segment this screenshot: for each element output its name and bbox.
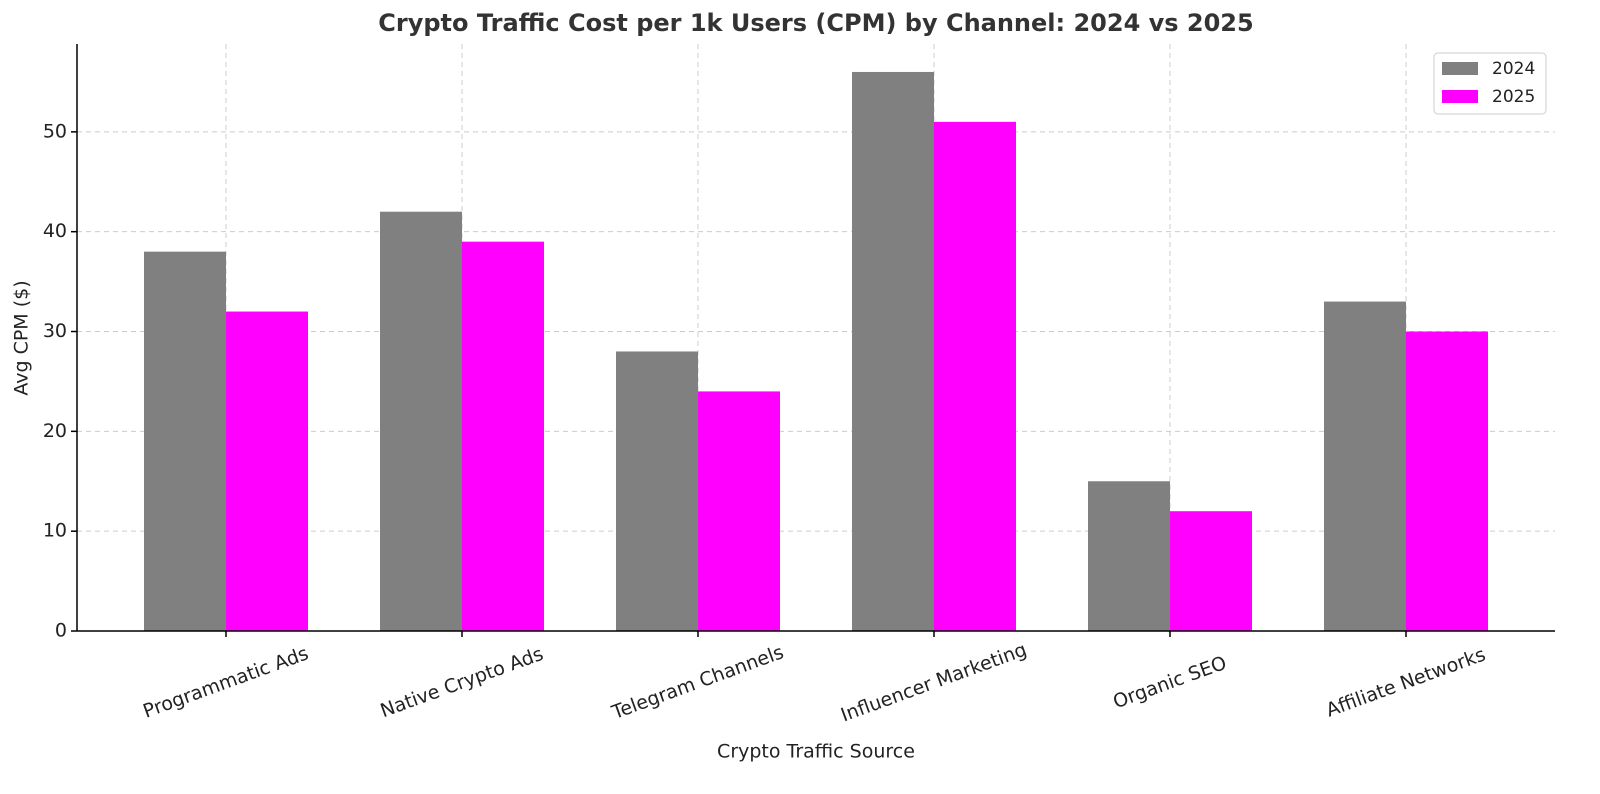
y-axis-label: Avg CPM ($): [11, 280, 33, 395]
y-tick-label: 20: [43, 420, 67, 442]
bar: [380, 211, 462, 631]
bar: [934, 121, 1016, 632]
bar: [1324, 301, 1406, 631]
y-tick-label: 0: [55, 620, 67, 642]
y-tick-label: 50: [43, 120, 67, 142]
legend-swatch: [1442, 62, 1478, 75]
bar: [1406, 331, 1488, 631]
legend-swatch: [1442, 90, 1478, 103]
x-tick-label: Organic SEO: [1110, 652, 1229, 713]
legend-label: 2024: [1492, 59, 1535, 79]
bar: [144, 251, 226, 632]
bar: [1088, 481, 1170, 631]
y-tick-label: 10: [43, 520, 67, 542]
bar: [226, 311, 308, 631]
y-tick-label: 40: [43, 220, 67, 242]
bar: [1170, 511, 1252, 631]
chart-title: Crypto Traffic Cost per 1k Users (CPM) b…: [378, 9, 1253, 37]
bar: [698, 391, 780, 631]
y-tick-label: 30: [43, 320, 67, 342]
legend-label: 2025: [1492, 87, 1535, 107]
x-tick-label: Telegram Channels: [608, 641, 787, 724]
x-tick-label: Affiliate Networks: [1323, 643, 1488, 721]
x-axis-label: Crypto Traffic Source: [717, 741, 915, 763]
x-tick-label: Influencer Marketing: [838, 639, 1030, 727]
x-tick-label: Programmatic Ads: [140, 642, 311, 722]
bar: [462, 241, 544, 631]
bar: [852, 71, 934, 631]
bar: [616, 351, 698, 631]
x-tick-label: Native Crypto Ads: [377, 643, 546, 722]
